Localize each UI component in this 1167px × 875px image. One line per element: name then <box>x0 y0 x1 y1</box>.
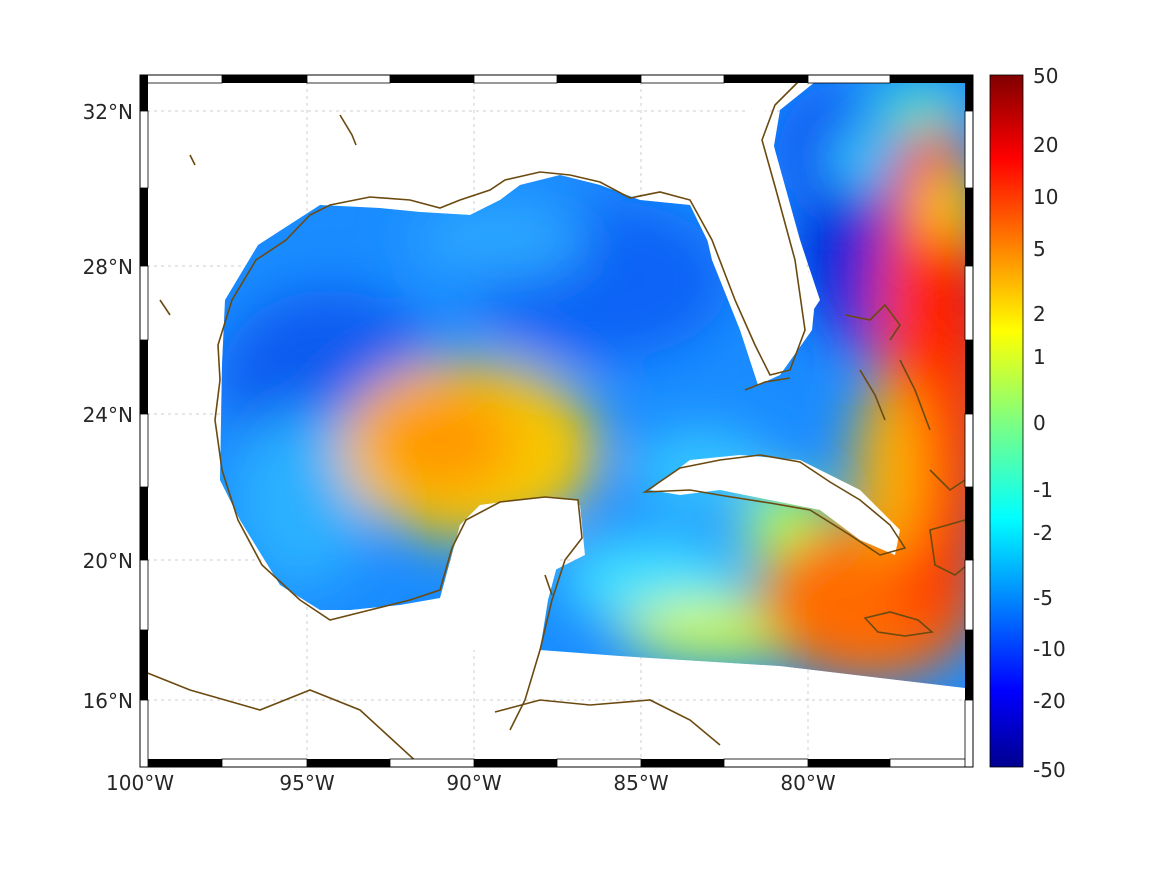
lat-label-28n: 28°N <box>83 255 133 279</box>
colorbar-label: -1 <box>1033 478 1053 502</box>
colorbar-label: 2 <box>1033 302 1046 326</box>
frame-ticks <box>139 74 974 768</box>
colorbar-label: -2 <box>1033 521 1053 545</box>
colorbar-label: -20 <box>1033 689 1066 713</box>
lon-label-85w: 85°W <box>613 771 668 795</box>
coastlines <box>139 79 974 766</box>
lon-label-90w: 90°W <box>446 771 501 795</box>
land <box>440 90 900 650</box>
colorbar-label: 1 <box>1033 345 1046 369</box>
lat-label-16n: 16°N <box>83 689 133 713</box>
colorbar-label: 50 <box>1033 64 1058 88</box>
colorbar-label: 10 <box>1033 185 1058 209</box>
colorbar: 50 20 10 5 2 1 0 -1 -2 -5 -10 -20 -50 <box>989 64 1066 782</box>
lon-label-80w: 80°W <box>780 771 835 795</box>
lon-label-100w: 100°W <box>106 771 174 795</box>
longitude-labels: 100°W 95°W 90°W 85°W 80°W <box>106 771 836 795</box>
latitude-labels: 32°N 28°N 24°N 20°N 16°N <box>83 100 133 713</box>
lat-label-32n: 32°N <box>83 100 133 124</box>
colorbar-label: -5 <box>1033 586 1053 610</box>
lat-label-24n: 24°N <box>83 403 133 427</box>
lon-label-95w: 95°W <box>279 771 334 795</box>
colorbar-label: 20 <box>1033 133 1058 157</box>
lat-label-20n: 20°N <box>83 549 133 573</box>
colorbar-gradient <box>989 74 1024 768</box>
colorbar-label: -50 <box>1033 758 1066 782</box>
colorbar-label: 0 <box>1033 411 1046 435</box>
colorbar-label: 5 <box>1033 237 1046 261</box>
colorbar-label: -10 <box>1033 637 1066 661</box>
